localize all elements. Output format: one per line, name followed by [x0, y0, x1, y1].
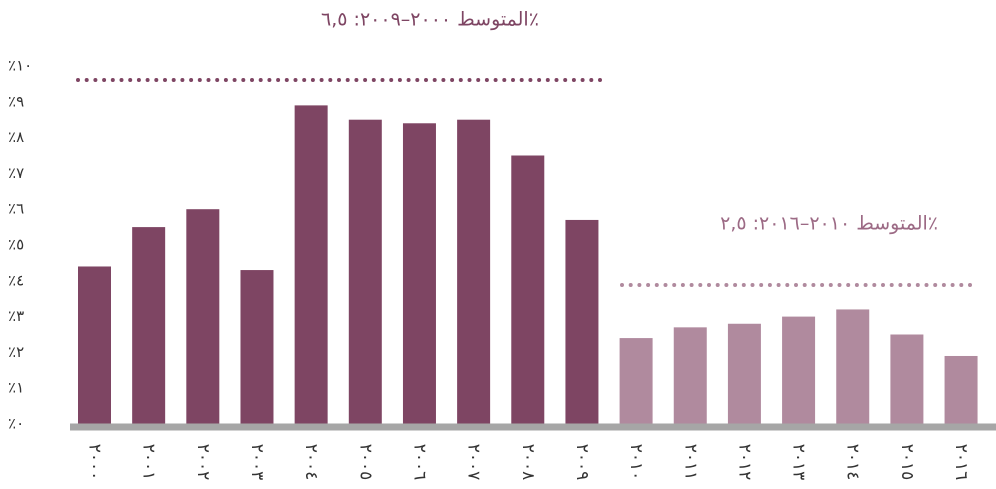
bar [727, 323, 761, 424]
bar [186, 209, 220, 424]
bar [240, 270, 274, 424]
bar [402, 123, 436, 424]
bar [457, 119, 491, 424]
y-tick-label: ٪٧ [8, 164, 24, 182]
y-tick-label: ٪٤ [8, 271, 24, 289]
x-tick-label: ٢٠٠٨ [518, 444, 538, 481]
x-tick-label: ٢٠٠٠ [85, 444, 105, 481]
bar [511, 155, 545, 424]
x-tick-label: ٢٠٠٢ [193, 444, 213, 481]
x-tick-label: ٢٠٠١ [139, 444, 159, 481]
x-tick-label: ٢٠١٥ [897, 444, 917, 481]
bar [619, 338, 653, 424]
x-tick-label: ٢٠٠٩ [572, 444, 592, 481]
bar [890, 334, 924, 424]
bar [78, 266, 111, 424]
x-tick-label: ٢٠١٠ [626, 444, 646, 481]
x-tick-label: ٢٠٠٣ [247, 444, 267, 481]
x-tick-label: ٢٠٠٧ [464, 444, 484, 481]
bar [565, 219, 599, 424]
y-tick-label: ٪٦ [8, 200, 24, 218]
bar [348, 119, 382, 424]
y-tick-label: ٪٩ [8, 92, 24, 110]
bar [132, 227, 166, 424]
y-tick-label: ٪٢ [8, 343, 24, 361]
annotation: المتوسط ٢٠٠٠–٢٠٠٩: ٦,٥٪ [321, 9, 539, 31]
x-tick-label: ٢٠٠٦ [409, 444, 429, 481]
bar [944, 355, 978, 424]
y-tick-label: ٪١٠ [8, 57, 32, 75]
y-tick-label: ٪٨ [8, 128, 24, 146]
x-tick-label: ٢٠٠٥ [355, 444, 375, 481]
bar [294, 105, 328, 424]
x-tick-label: ٢٠١٤ [843, 444, 863, 481]
x-tick-label: ٢٠١١ [680, 444, 700, 481]
bar [836, 309, 870, 424]
x-tick-label: ٢٠١٦ [951, 444, 971, 481]
x-tick-label: ٢٠١٣ [789, 444, 809, 481]
x-tick-label: ٢٠٠٤ [301, 444, 321, 481]
y-tick-label: ٪١ [8, 379, 24, 397]
bar [673, 327, 707, 424]
y-tick-label: ٪٥ [8, 236, 24, 254]
annotation: المتوسط ٢٠١٠–٢٠١٦: ٢,٥٪ [720, 213, 938, 235]
y-tick-label: ٪٣ [8, 307, 24, 325]
bar [782, 316, 816, 424]
y-tick-label: ٪٠ [8, 415, 24, 433]
x-tick-label: ٢٠١٢ [734, 444, 754, 481]
